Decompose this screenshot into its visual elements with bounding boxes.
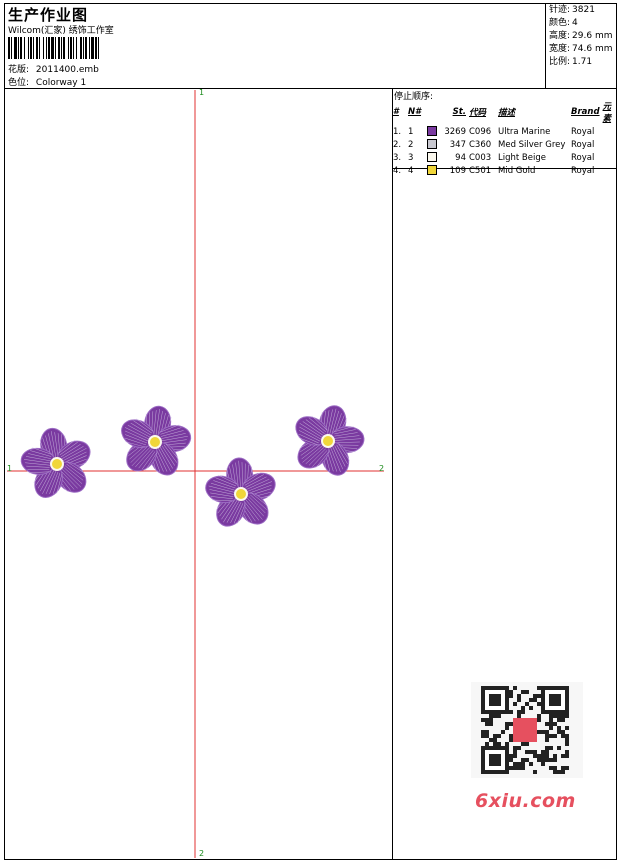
stat-stitches: 针迹: 3821 xyxy=(549,5,595,15)
row-brand: Royal xyxy=(571,126,595,137)
design-stats: 针迹: 3821 颜色: 4 高度: 29.6 mm 宽度: 74.6 mm 比例: 1.… xyxy=(549,4,612,69)
row-code: C360 xyxy=(469,139,492,150)
table-row: 3. 3 94 C003 Light Beige Royal xyxy=(393,151,620,164)
colorway-line: 色位: Colorway 1 xyxy=(8,75,86,88)
sequence-bottom-divider xyxy=(392,168,617,169)
color-swatch xyxy=(427,126,437,137)
row-code: C003 xyxy=(469,152,492,163)
row-needle: 1 xyxy=(408,126,414,137)
row-index: 2. xyxy=(393,139,402,150)
row-swatch xyxy=(427,151,444,164)
row-element xyxy=(603,151,620,164)
row-brand: Royal xyxy=(571,152,595,163)
stats-divider xyxy=(545,3,546,88)
table-row: 4. 4 109 C501 Mid Gold Royal xyxy=(393,164,620,177)
color-swatch xyxy=(427,139,437,150)
flower-center xyxy=(148,435,162,449)
page-frame xyxy=(4,3,617,860)
embroidery-design-canvas xyxy=(7,90,384,858)
col-swatch xyxy=(427,100,444,125)
row-stitches: 347 xyxy=(449,139,466,150)
table-header-row: # N# St. 代码 描述 Brand 元素 xyxy=(393,100,620,125)
design-label: 花版: xyxy=(8,65,30,75)
row-brand: Royal xyxy=(571,165,595,176)
row-stitches: 109 xyxy=(449,165,466,176)
row-element xyxy=(603,164,620,177)
stop-sequence-title: 停止顺序: xyxy=(394,92,434,102)
flower-center xyxy=(50,457,64,471)
flower-center xyxy=(234,487,248,501)
row-needle: 4 xyxy=(408,165,414,176)
color-swatch xyxy=(427,165,437,176)
colorway-value: Colorway 1 xyxy=(35,78,87,88)
row-needle: 3 xyxy=(408,152,414,163)
axis-label-top: 1 xyxy=(199,88,205,97)
col-element: 元素 xyxy=(602,102,612,124)
row-element xyxy=(603,138,620,151)
row-index: 4. xyxy=(393,165,402,176)
stat-scale: 比例: 1.71 xyxy=(549,57,593,67)
row-swatch xyxy=(427,125,444,138)
row-index: 1. xyxy=(393,126,402,137)
site-logo-watermark: 6xiu.com xyxy=(475,790,576,812)
flower-center xyxy=(321,434,335,448)
row-description: Med Silver Grey xyxy=(498,139,566,150)
petal xyxy=(295,415,329,446)
row-stitches: 3269 xyxy=(444,126,466,137)
petal xyxy=(121,418,155,448)
page-title: 生产作业图 xyxy=(8,6,89,24)
petal xyxy=(237,492,269,525)
row-needle: 2 xyxy=(408,139,414,150)
row-swatch xyxy=(427,164,444,177)
col-stitches: St. xyxy=(452,107,466,117)
axis-label-right: 2 xyxy=(379,464,385,473)
flower-motif xyxy=(205,457,276,527)
color-sequence-table: # N# St. 代码 描述 Brand 元素 1. 1 3269 C096 Ultra… xyxy=(393,100,620,177)
barcode xyxy=(8,37,142,59)
row-swatch xyxy=(427,138,444,151)
row-index: 3. xyxy=(393,152,402,163)
flower-motif xyxy=(295,405,365,476)
col-description: 描述 xyxy=(498,108,516,118)
studio-name: Wilcom(汇家) 绣饰工作室 xyxy=(8,26,114,36)
table-row: 1. 1 3269 C096 Ultra Marine Royal xyxy=(393,125,620,138)
col-needle: N# xyxy=(408,107,422,117)
sequence-divider xyxy=(392,88,393,860)
colorway-label: 色位: xyxy=(8,78,30,88)
petal xyxy=(20,447,56,475)
flower-motif xyxy=(20,427,91,498)
design-file-line: 花版: 2011400.emb xyxy=(8,62,99,75)
row-brand: Royal xyxy=(571,139,595,150)
petal xyxy=(55,461,87,493)
axis-label-left: 1 xyxy=(7,464,13,473)
row-description: Mid Gold xyxy=(498,165,536,176)
row-code: C501 xyxy=(469,165,492,176)
col-brand: Brand xyxy=(571,107,600,117)
row-element xyxy=(603,125,620,138)
design-file: 2011400.emb xyxy=(35,65,99,75)
row-description: Ultra Marine xyxy=(498,126,551,137)
stat-height: 高度: 29.6 mm xyxy=(549,31,613,41)
col-code: 代码 xyxy=(469,108,487,118)
col-index: # xyxy=(393,107,399,117)
petal xyxy=(205,474,240,504)
axis-label-bottom: 2 xyxy=(199,849,205,858)
row-stitches: 94 xyxy=(455,152,466,163)
table-row: 2. 2 347 C360 Med Silver Grey Royal xyxy=(393,138,620,151)
color-swatch xyxy=(427,152,437,163)
stat-width: 宽度: 74.6 mm xyxy=(549,44,613,54)
qr-code-watermark xyxy=(471,682,583,778)
header-divider xyxy=(4,88,617,89)
row-code: C096 xyxy=(469,126,492,137)
flower-motif xyxy=(121,405,192,476)
row-description: Light Beige xyxy=(498,152,546,163)
stat-colors: 颜色: 4 xyxy=(549,18,578,28)
